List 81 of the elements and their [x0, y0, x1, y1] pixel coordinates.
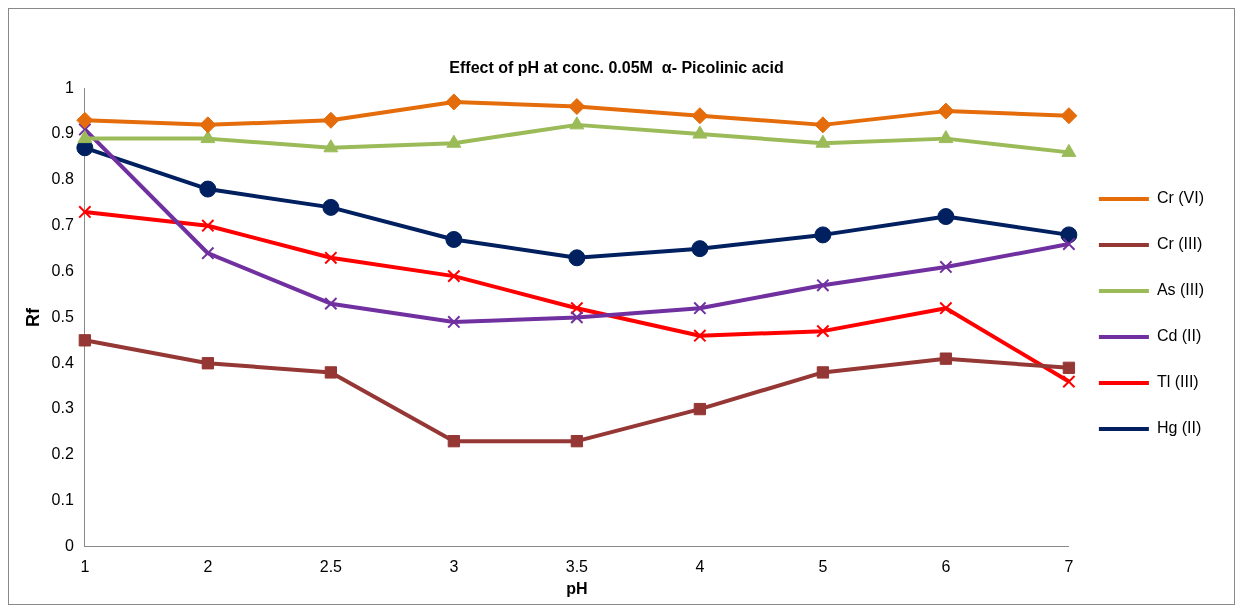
- point: [324, 366, 338, 379]
- point: [445, 93, 463, 111]
- y-tick-label: 0.8: [51, 170, 74, 188]
- y-tick-label: 0.4: [51, 353, 74, 371]
- y-tick-label: 0.6: [51, 261, 74, 279]
- legend-label: Cr (VI): [1156, 189, 1204, 207]
- y-tick-label: 0: [64, 537, 74, 555]
- point: [447, 269, 461, 283]
- y-tick-label: 0.7: [51, 216, 74, 234]
- point: [814, 226, 832, 244]
- point: [939, 352, 953, 365]
- point: [322, 111, 340, 129]
- point: [815, 134, 831, 148]
- point: [201, 357, 215, 370]
- x-tick-label: 1: [80, 557, 90, 575]
- point: [78, 122, 92, 137]
- point: [78, 334, 91, 347]
- point: [322, 198, 340, 216]
- x-tick-label: 5: [818, 557, 828, 575]
- y-axis-title: Rf: [22, 306, 43, 327]
- y-tick-label: 0.2: [51, 445, 74, 463]
- point: [77, 130, 93, 144]
- point: [324, 251, 338, 265]
- point: [1062, 237, 1076, 251]
- point: [201, 219, 215, 233]
- point: [199, 116, 217, 134]
- point: [693, 301, 707, 315]
- point: [816, 324, 830, 338]
- point: [201, 246, 215, 260]
- point: [693, 402, 707, 416]
- point: [447, 315, 461, 329]
- point: [816, 278, 830, 292]
- y-tick-label: 0.1: [51, 491, 74, 509]
- point: [324, 296, 338, 311]
- legend-label: Cr (III): [1156, 235, 1203, 253]
- point: [78, 205, 92, 219]
- point: [691, 240, 709, 258]
- point: [200, 130, 216, 144]
- x-tick-label: 6: [941, 557, 951, 575]
- point: [199, 180, 217, 198]
- point: [323, 139, 339, 153]
- y-tick-label: 0.3: [51, 399, 74, 417]
- point: [938, 130, 954, 144]
- y-tick-label: 0.9: [51, 124, 74, 142]
- point: [691, 107, 709, 125]
- legend-label: Cd (II): [1156, 327, 1202, 345]
- point: [937, 208, 955, 226]
- point: [816, 366, 830, 379]
- legend-label: Tl (III): [1156, 373, 1199, 391]
- point: [1061, 143, 1077, 157]
- x-tick-label: 3.5: [565, 557, 589, 575]
- point: [568, 98, 586, 116]
- point: [1060, 107, 1078, 125]
- x-tick-label: 2.5: [319, 557, 343, 575]
- point: [570, 435, 584, 448]
- y-tick-label: 0.5: [51, 307, 74, 325]
- point: [1062, 361, 1076, 374]
- x-tick-label: 3: [449, 557, 459, 575]
- point: [445, 230, 463, 248]
- point: [939, 260, 953, 274]
- point: [693, 329, 707, 343]
- point: [814, 116, 832, 134]
- point: [939, 301, 953, 315]
- point: [1062, 374, 1076, 389]
- point: [76, 111, 94, 129]
- x-axis-title: pH: [566, 579, 588, 597]
- point: [937, 102, 955, 120]
- legend-label: Hg (II): [1156, 419, 1202, 437]
- x-tick-label: 2: [203, 557, 213, 575]
- point: [568, 249, 586, 267]
- point: [570, 301, 584, 315]
- point: [569, 116, 585, 130]
- point: [447, 435, 461, 448]
- point: [446, 134, 462, 148]
- y-tick-label: 1: [64, 78, 74, 96]
- legend-label: As (III): [1156, 281, 1204, 299]
- chart-title: Effect of pH at conc. 0.05M α- Picolinic acid: [449, 59, 784, 77]
- x-tick-label: 7: [1064, 557, 1074, 575]
- x-tick-label: 4: [695, 557, 705, 575]
- point: [570, 310, 584, 325]
- point: [692, 125, 708, 139]
